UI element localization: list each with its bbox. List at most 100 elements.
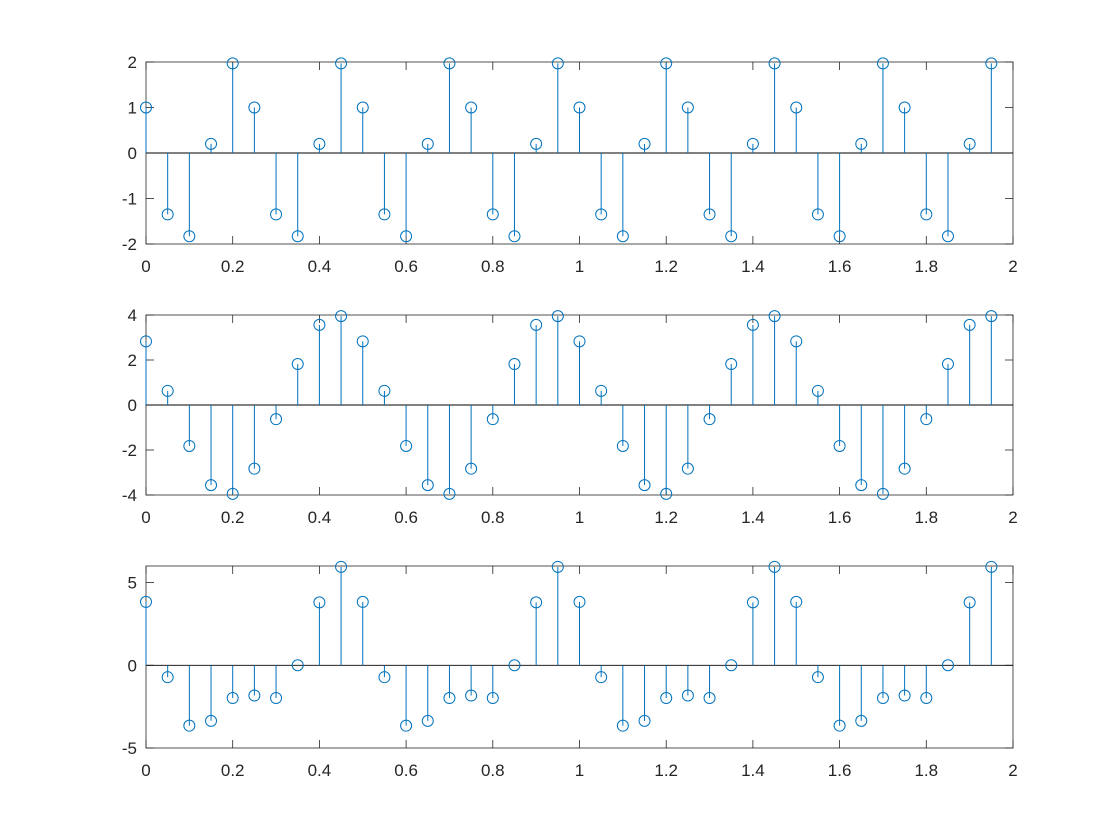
stem-marker	[508, 230, 521, 243]
x-tick-label: 0.4	[308, 508, 332, 527]
x-tick-label: 1.8	[914, 257, 938, 276]
stem-marker	[985, 310, 998, 323]
stem-marker	[595, 671, 608, 684]
stem-marker	[226, 487, 239, 500]
stem-marker	[443, 692, 456, 705]
stem-marker	[616, 230, 629, 243]
x-tick-label: 0.6	[394, 257, 418, 276]
stem-marker	[161, 384, 174, 397]
stem-marker	[963, 137, 976, 150]
stem-marker	[573, 101, 586, 114]
x-tick-label: 1.6	[828, 761, 852, 780]
stem-marker	[313, 137, 326, 150]
stem-marker	[378, 208, 391, 221]
y-tick-label: -5	[122, 739, 137, 758]
stem-marker	[356, 101, 369, 114]
x-tick-label: 0.8	[481, 761, 505, 780]
stem-marker	[638, 137, 651, 150]
stem-marker	[725, 358, 738, 371]
stem-marker	[313, 318, 326, 331]
stem-marker	[421, 479, 434, 492]
stem-marker	[291, 230, 304, 243]
stem-marker	[941, 230, 954, 243]
stem-marker	[183, 230, 196, 243]
stem-marker	[421, 714, 434, 727]
y-tick-label: 0	[128, 656, 137, 675]
x-tick-label: 0	[141, 257, 150, 276]
stem-marker	[768, 310, 781, 323]
x-tick-label: 1.8	[914, 761, 938, 780]
x-tick-label: 1.4	[741, 257, 765, 276]
stem-marker	[551, 560, 564, 573]
stem-marker	[898, 462, 911, 475]
x-tick-label: 1.4	[741, 508, 765, 527]
x-tick-label: 1.2	[654, 257, 678, 276]
stem-marker	[421, 137, 434, 150]
x-tick-label: 0.2	[221, 761, 245, 780]
stem-marker	[226, 57, 239, 70]
stem-marker	[291, 659, 304, 672]
stem-marker	[551, 57, 564, 70]
y-tick-label: 1	[128, 99, 137, 118]
stem-marker	[486, 692, 499, 705]
y-tick-label: -2	[122, 235, 137, 254]
y-tick-label: 4	[128, 306, 137, 325]
stem-marker	[205, 714, 218, 727]
stem-marker	[205, 479, 218, 492]
stem-marker	[811, 671, 824, 684]
stem-marker	[140, 335, 152, 348]
stem-marker	[876, 487, 889, 500]
stem-marker	[768, 560, 781, 573]
stem-marker	[920, 208, 933, 221]
stem-plot-1: 0 0.2 0.4 0.6 0.8 1 1.2 1.4 1.6 1.8 2 -2 -1 0 1 2	[122, 53, 1018, 276]
stem-marker	[941, 659, 954, 672]
stem-marker	[270, 692, 283, 705]
stem-marker	[595, 384, 608, 397]
stem-marker	[638, 479, 651, 492]
x-tick-label: 0.8	[481, 508, 505, 527]
x-tick-label: 1.6	[828, 257, 852, 276]
stem-plot-2: 0 0.2 0.4 0.6 0.8 1 1.2 1.4 1.6 1.8 2 -4 -2 0 2 4	[122, 306, 1018, 527]
stem-marker	[681, 462, 694, 475]
stem-marker	[985, 560, 998, 573]
stem-marker	[963, 596, 976, 609]
stem-marker	[811, 384, 824, 397]
stem-marker	[746, 137, 759, 150]
x-tick-label: 1	[575, 761, 584, 780]
stem-marker	[681, 101, 694, 114]
stem-marker	[400, 719, 413, 732]
x-tick-label: 0.2	[221, 508, 245, 527]
stem-marker	[703, 413, 716, 426]
x-tick-label: 1.4	[741, 761, 765, 780]
x-tick-label: 0	[141, 761, 150, 780]
stem-marker	[140, 101, 152, 114]
y-tick-label: 0	[128, 396, 137, 415]
stem-marker	[378, 384, 391, 397]
stem-marker	[725, 230, 738, 243]
x-tick-label: 0	[141, 508, 150, 527]
stem-marker	[876, 692, 889, 705]
y-tick-label: 5	[128, 574, 137, 593]
stem-marker	[486, 413, 499, 426]
x-tick-label: 1.6	[828, 508, 852, 527]
stem-marker	[898, 689, 911, 702]
stem-marker	[443, 487, 456, 500]
stem-marker	[291, 358, 304, 371]
x-tick-label: 0.4	[308, 257, 332, 276]
stem-marker	[660, 487, 673, 500]
stem-plot-3: 0 0.2 0.4 0.6 0.8 1 1.2 1.4 1.6 1.8 2-505	[122, 560, 1018, 780]
stem-marker	[746, 318, 759, 331]
stem-marker	[226, 692, 239, 705]
y-tick-label: -1	[122, 190, 137, 209]
stem-marker	[551, 310, 564, 323]
x-tick-label: 1.2	[654, 761, 678, 780]
stem-marker	[530, 596, 543, 609]
stem-marker	[746, 596, 759, 609]
stem-marker	[443, 57, 456, 70]
stem-marker	[508, 659, 521, 672]
x-tick-label: 1.2	[654, 508, 678, 527]
stem-marker	[790, 335, 803, 348]
stem-marker	[183, 719, 196, 732]
x-tick-label: 0.8	[481, 257, 505, 276]
